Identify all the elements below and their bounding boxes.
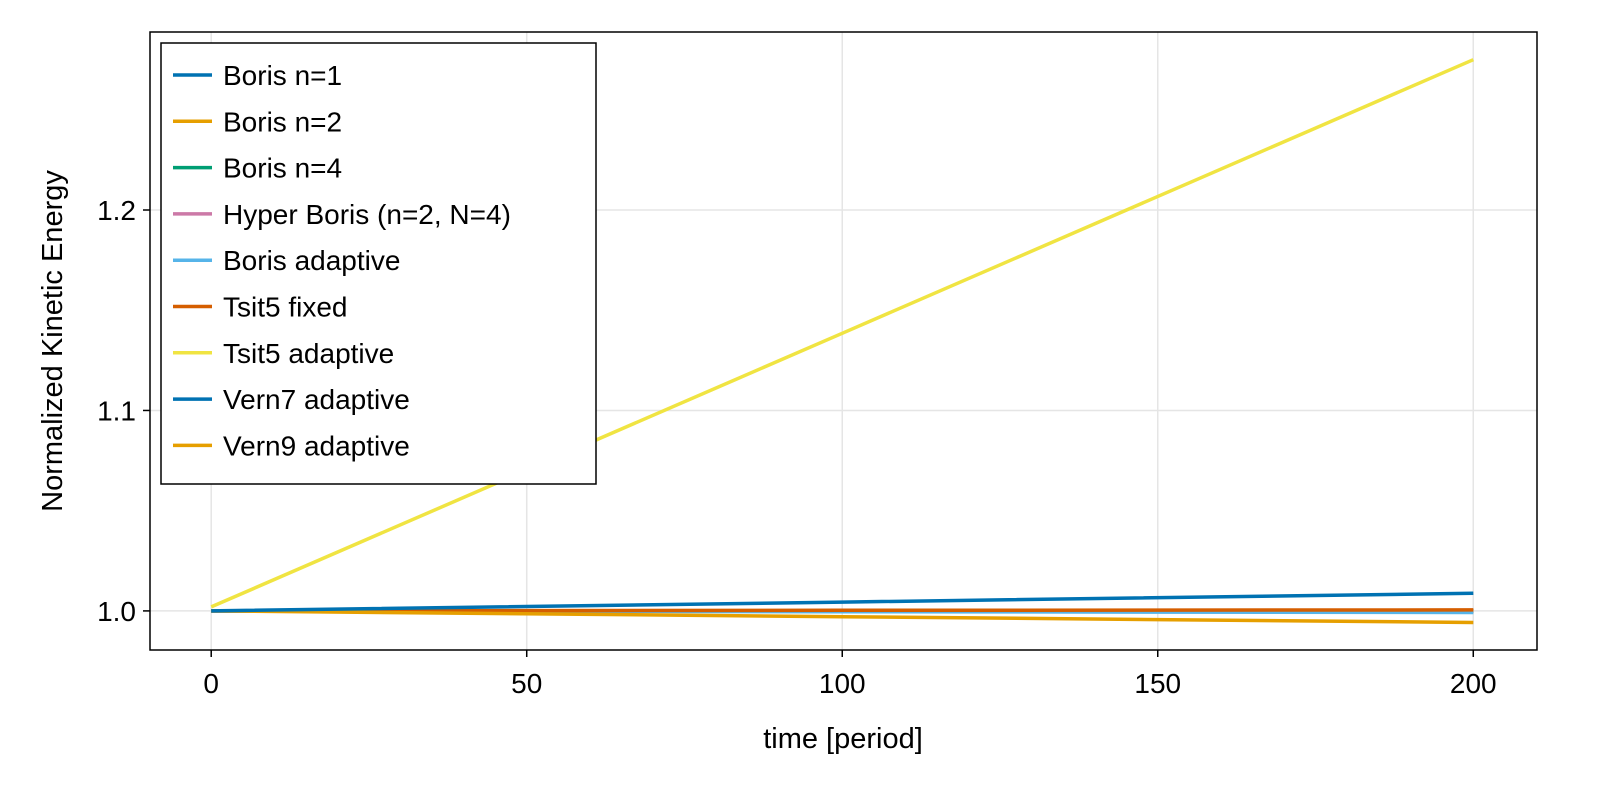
y-tick-label: 1.2: [97, 195, 136, 226]
plot-frame: [149, 31, 1538, 651]
series-line-boris-n-1: [211, 591, 1474, 613]
legend-label: Tsit5 adaptive: [223, 338, 394, 369]
x-tick-label: 100: [819, 668, 866, 699]
y-axis-ticks: 1.0 1.1 1.2: [97, 195, 150, 627]
legend-label: Boris adaptive: [223, 245, 400, 276]
x-axis-ticks: 0 50 100 150 200: [203, 650, 1497, 699]
series-lines: [210, 58, 1474, 625]
x-tick-label: 200: [1450, 668, 1497, 699]
legend-label: Hyper Boris (n=2, N=4): [223, 199, 511, 230]
y-tick-label: 1.0: [97, 596, 136, 627]
y-axis-label: Normalized Kinetic Energy: [37, 170, 69, 512]
y-tick-label: 1.1: [97, 395, 136, 426]
legend-label: Boris n=4: [223, 153, 342, 184]
legend-label: Tsit5 fixed: [223, 292, 348, 323]
x-axis-label: time [period]: [763, 723, 923, 755]
x-tick-label: 150: [1134, 668, 1181, 699]
series-line-tsit5-adaptive: [210, 58, 1474, 609]
legend-label: Vern7 adaptive: [223, 384, 410, 415]
legend-label: Vern9 adaptive: [223, 430, 410, 461]
series-line-tsit5-fixed: [211, 608, 1474, 613]
legend-box: [160, 42, 597, 485]
x-tick-label: 0: [203, 668, 219, 699]
legend-label: Boris n=1: [223, 60, 342, 91]
legend: Boris n=1 Boris n=2 Boris n=4 Hyper Boris (…: [160, 42, 597, 485]
series-line-boris-n-2: [211, 609, 1474, 625]
legend-label: Boris n=2: [223, 106, 342, 137]
x-tick-label: 50: [511, 668, 542, 699]
